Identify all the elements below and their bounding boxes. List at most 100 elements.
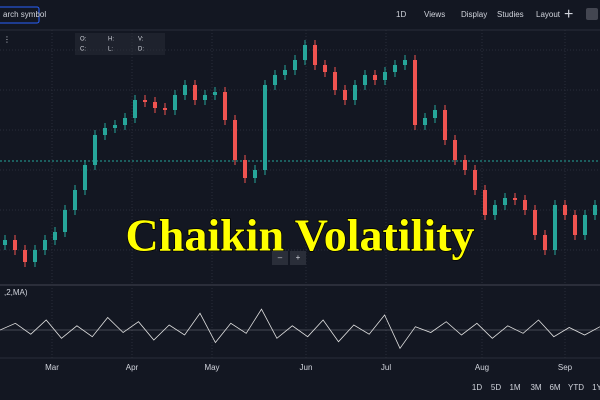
- toolbar-item[interactable]: 1D: [396, 10, 406, 19]
- candle-body: [513, 198, 517, 200]
- candle-body: [503, 198, 507, 205]
- candle-body: [453, 140, 457, 160]
- x-tick-label: Apr: [126, 363, 139, 372]
- menu-dots[interactable]: ⋮: [3, 35, 11, 44]
- candle-body: [323, 65, 327, 72]
- candle-body: [303, 45, 307, 60]
- range-button[interactable]: 5D: [491, 383, 501, 392]
- candle-body: [333, 72, 337, 90]
- candle-body: [553, 205, 557, 250]
- candle-body: [243, 160, 247, 178]
- candle-body: [3, 240, 7, 245]
- candle-body: [523, 200, 527, 210]
- candle-body: [443, 110, 447, 140]
- candle-body: [203, 95, 207, 100]
- candle-body: [113, 125, 117, 128]
- candle-body: [103, 128, 107, 135]
- candle-body: [233, 120, 237, 160]
- candle-body: [73, 190, 77, 210]
- candle-body: [53, 232, 57, 240]
- chat-button[interactable]: [586, 8, 598, 20]
- candle-body: [483, 190, 487, 215]
- toolbar: [0, 0, 600, 30]
- range-button[interactable]: 1M: [509, 383, 520, 392]
- x-tick-label: Mar: [45, 363, 59, 372]
- candle-body: [13, 240, 17, 250]
- zoom-button[interactable]: [272, 251, 288, 265]
- legend-label: L:: [108, 47, 113, 53]
- candle-body: [93, 135, 97, 165]
- zoom-label[interactable]: +: [296, 253, 301, 262]
- range-button[interactable]: YTD: [568, 383, 584, 392]
- candle-body: [313, 45, 317, 65]
- candle-body: [533, 210, 537, 235]
- toolbar-item[interactable]: Views: [424, 10, 445, 19]
- range-button[interactable]: 1Y: [592, 383, 600, 392]
- legend-label: D:: [138, 47, 144, 53]
- search-box[interactable]: [0, 6, 40, 24]
- range-button[interactable]: 1D: [472, 383, 482, 392]
- zoom-button[interactable]: [290, 251, 306, 265]
- candle-body: [33, 250, 37, 262]
- candle-body: [593, 205, 597, 215]
- legend-label: H:: [108, 37, 114, 43]
- legend-label: O:: [80, 37, 87, 43]
- candle-body: [403, 60, 407, 65]
- candle-body: [133, 100, 137, 118]
- x-tick-label: May: [204, 363, 219, 372]
- candle-body: [363, 75, 367, 85]
- candle-body: [83, 165, 87, 190]
- candle-body: [433, 110, 437, 118]
- candle-body: [463, 160, 467, 170]
- x-tick-label: Sep: [558, 363, 573, 372]
- candle-body: [43, 240, 47, 250]
- candle-body: [183, 85, 187, 95]
- candle-body: [413, 60, 417, 125]
- candle-body: [373, 75, 377, 80]
- candle-body: [213, 92, 217, 95]
- toolbar-item[interactable]: Layout: [536, 10, 561, 19]
- search-text[interactable]: arch symbol: [3, 10, 46, 19]
- candle-body: [573, 215, 577, 235]
- candle-body: [543, 235, 547, 250]
- candle-body: [263, 85, 267, 170]
- candle-body: [123, 118, 127, 125]
- candle-body: [163, 108, 167, 110]
- candle-body: [353, 85, 357, 100]
- candle-body: [563, 205, 567, 215]
- x-tick-label: Jun: [300, 363, 313, 372]
- candle-body: [283, 70, 287, 75]
- x-tick-label: Aug: [475, 363, 489, 372]
- range-button[interactable]: 6M: [549, 383, 560, 392]
- candle-body: [63, 210, 67, 232]
- range-button[interactable]: 3M: [530, 383, 541, 392]
- candle-body: [343, 90, 347, 100]
- indicator-line: [0, 308, 600, 350]
- candle-body: [293, 60, 297, 70]
- candle-body: [153, 102, 157, 108]
- indicator-label: ,2,MA): [4, 288, 28, 297]
- candle-body: [393, 65, 397, 72]
- candle-body: [473, 170, 477, 190]
- crosshair-button[interactable]: +: [564, 6, 573, 23]
- candle-body: [383, 72, 387, 80]
- candle-body: [493, 205, 497, 215]
- x-tick-label: Jul: [381, 363, 391, 372]
- candle-body: [583, 215, 587, 235]
- candle-body: [223, 92, 227, 120]
- legend-box: [75, 33, 165, 55]
- toolbar-item[interactable]: Display: [461, 10, 487, 19]
- legend-label: V:: [138, 37, 144, 43]
- candle-body: [143, 100, 147, 102]
- candle-body: [23, 250, 27, 262]
- toolbar-item[interactable]: Studies: [497, 10, 524, 19]
- candle-body: [273, 75, 277, 85]
- zoom-label[interactable]: –: [278, 253, 283, 262]
- legend-label: C:: [80, 47, 86, 53]
- candle-body: [173, 95, 177, 110]
- candle-body: [253, 170, 257, 178]
- candle-body: [423, 118, 427, 125]
- candle-body: [193, 85, 197, 100]
